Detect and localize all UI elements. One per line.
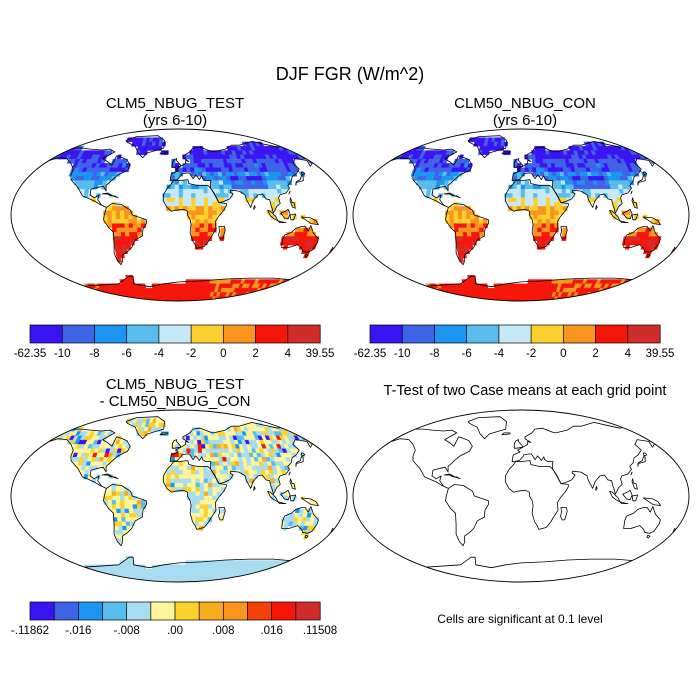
colorbar-tick-label: 39.55 [306,348,335,360]
colorbar-tick-label: -.11862 [11,625,49,637]
colorbar-tick-label: 0 [560,348,566,360]
colorbar-swatch [198,601,224,621]
colorbar-swatch [401,324,435,344]
panel-1-case-name: CLM5_NBUG_TEST [105,95,245,112]
colorbar-tick-label: 4 [285,348,292,360]
colorbar-tick-label: 39.55 [646,348,675,360]
colorbar-swatch [29,324,63,344]
map-border [10,409,348,583]
colorbar-swatch [53,601,79,621]
colorbar-tick-label: -2 [526,348,536,360]
colorbar-swatch [271,601,297,621]
colorbar-swatch [102,601,128,621]
panel-3-subtitle: - CLM50_NBUG_CON [99,393,251,410]
colorbar-swatch [498,324,532,344]
panel-2-years: (yrs 6-10) [492,112,558,129]
colorbar-swatch [434,324,468,344]
significance-note: Cells are significant at 0.1 level [437,612,603,626]
colorbar-tick-label: -.016 [65,625,91,637]
colorbar-tick-label: -10 [54,348,71,360]
colorbar-swatch [627,324,661,344]
colorbar-tick-label: -62.35 [354,348,387,360]
coastline-outlines [379,135,679,301]
colorbar-clm50-nbug-con: -62.35 -10 -8 -6 -4 -2 0 2 4 39.55 [354,324,674,360]
colorbar-tick-label: 4 [625,348,632,360]
colorbar-tick-label: -6 [462,348,472,360]
colorbar-swatch [126,324,160,344]
colorbar-tick-label: .016 [260,625,282,637]
colorbar-swatch [190,324,224,344]
colorbar-swatch [287,324,321,344]
colorbar-tick-label: -62.35 [14,348,47,360]
panel-1-title: CLM5_NBUG_TEST (yrs 6-10) [90,95,260,129]
colorbar-swatch [174,601,200,621]
colorbar-swatch [369,324,403,344]
panel-1-years: (yrs 6-10) [142,112,208,129]
map-panel-difference [10,409,348,583]
colorbar-tick-label: -8 [89,348,99,360]
colorbar-tick-label: .00 [167,625,183,637]
colorbar-swatch [77,601,104,621]
colorbar-swatch [222,324,257,344]
colorbar-swatch [126,601,152,621]
panel-4-title: T-Test of two Case means at each grid po… [383,383,667,399]
coastline-outlines [379,416,679,582]
map-panel-clm5-nbug-test [10,128,348,302]
colorbar-tick-label: 2 [252,348,258,360]
colorbar-tick-label: .008 [212,625,234,637]
map-border [352,128,690,302]
colorbar-tick-label: -.008 [114,625,140,637]
panel-2-case-name: CLM50_NBUG_CON [454,95,596,112]
colorbar-swatch [466,324,500,344]
colorbar-tick-label: 0 [220,348,226,360]
colorbar-swatch [94,324,128,344]
colorbar-tick-label: -4 [154,348,165,360]
panel-2-title: CLM50_NBUG_CON (yrs 6-10) [430,95,620,129]
colorbar-swatch [562,324,597,344]
colorbar-swatch [158,324,192,344]
colorbar-swatch [150,601,176,621]
map-panel-t-test [352,409,690,583]
colorbar-swatch [530,324,564,344]
panel-3-title: CLM5_NBUG_TEST - CLM50_NBUG_CON [70,376,280,410]
map-panel-clm50-nbug-con [352,128,690,302]
map-border [352,409,690,583]
colorbar-tick-label: -8 [429,348,439,360]
colorbar-tick-label: -6 [122,348,132,360]
colorbar-swatch [222,601,249,621]
colorbar-swatch [247,601,273,621]
colorbar-tick-label: 2 [592,348,598,360]
colorbar-swatch [295,601,321,621]
colorbar-swatch [29,601,55,621]
colorbar-tick-label: -2 [186,348,196,360]
colorbar-tick-label: -10 [394,348,411,360]
colorbar-swatch [61,324,95,344]
panel-3-case-name: CLM5_NBUG_TEST [105,376,245,393]
colorbar-swatch [595,324,629,344]
colorbar-swatch [255,324,289,344]
map-border [10,128,348,302]
colorbar-tick-label: -4 [494,348,505,360]
colorbar-difference: -.11862 -.016 -.008 .00 .008 .016 .11508 [11,601,337,637]
main-title: DJF FGR (W/m^2) [275,64,425,84]
colorbar-tick-label: .11508 [303,625,337,637]
colorbar-clm5-nbug-test: -62.35 -10 -8 -6 -4 -2 0 2 4 39.55 [14,324,334,360]
